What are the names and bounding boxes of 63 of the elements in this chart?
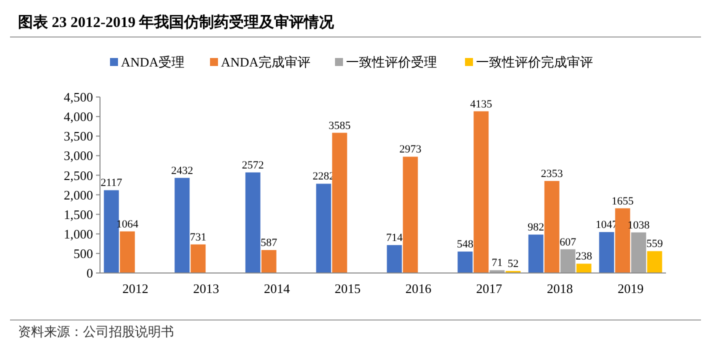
data-label: 2353 xyxy=(540,168,564,180)
y-tick-label: 500 xyxy=(74,246,93,261)
bar xyxy=(332,132,348,273)
bar xyxy=(458,252,473,273)
data-label: 238 xyxy=(576,250,593,263)
y-tick-label: 4,000 xyxy=(64,109,93,124)
data-label: 2117 xyxy=(100,177,123,190)
data-label: 4135 xyxy=(470,98,493,110)
bar xyxy=(576,264,592,273)
data-label: 607 xyxy=(560,236,577,248)
data-label: 71 xyxy=(492,257,503,270)
bar xyxy=(190,244,206,273)
bar xyxy=(402,156,418,273)
x-tick-label: 2014 xyxy=(264,281,290,296)
chart-title: 图表 23 2012-2019 年我国仿制药受理及审评情况 xyxy=(18,13,336,31)
legend-label: 一致性评价完成审评 xyxy=(476,54,593,70)
text: 资料来源：公司招股说明书 xyxy=(18,324,174,339)
bar xyxy=(316,184,332,273)
data-label: 3585 xyxy=(328,120,352,132)
bar xyxy=(261,250,276,273)
bar xyxy=(647,251,662,273)
bar xyxy=(174,178,190,273)
data-label: 2572 xyxy=(242,159,264,172)
y-tick-label: 4,500 xyxy=(64,90,93,105)
bar xyxy=(490,270,505,273)
data-label: 587 xyxy=(260,237,278,250)
data-label: 1655 xyxy=(612,195,634,208)
y-tick-label: 2,000 xyxy=(64,187,93,202)
data-label: 2973 xyxy=(399,144,422,156)
data-label: 559 xyxy=(646,238,664,250)
x-tick-label: 2016 xyxy=(405,281,432,296)
bar xyxy=(104,190,119,273)
x-tick-label: 2013 xyxy=(193,281,220,296)
data-label: 714 xyxy=(386,232,404,244)
data-label: 982 xyxy=(528,222,544,234)
x-tick-label: 2015 xyxy=(334,281,361,296)
bar xyxy=(120,231,135,273)
y-tick-label: 1,000 xyxy=(64,226,93,242)
y-tick-label: 0 xyxy=(86,266,93,281)
bar xyxy=(474,111,489,273)
bar xyxy=(544,180,560,273)
y-tick-label: 3,000 xyxy=(64,148,93,164)
bar xyxy=(631,232,646,273)
bar xyxy=(560,249,576,273)
bar xyxy=(245,172,260,273)
bar xyxy=(528,234,544,273)
x-tick-label: 2019 xyxy=(618,281,644,296)
x-tick-label: 2017 xyxy=(476,281,503,296)
x-tick-label: 2012 xyxy=(122,281,148,296)
legend-label: ANDA受理 xyxy=(121,54,185,70)
data-label: 52 xyxy=(508,258,519,270)
bar xyxy=(599,232,614,273)
data-label: 2432 xyxy=(171,164,194,177)
legend-label: 一致性评价受理 xyxy=(346,54,437,70)
y-tick-label: 1,500 xyxy=(64,206,93,222)
y-tick-label: 3,500 xyxy=(64,128,93,144)
x-tick-label: 2018 xyxy=(546,281,573,296)
bar xyxy=(615,208,630,273)
legend-label: ANDA完成审评 xyxy=(221,54,311,70)
y-tick-label: 2,500 xyxy=(64,168,93,183)
bar xyxy=(386,245,402,273)
data-label: 731 xyxy=(190,231,206,244)
data-label: 548 xyxy=(456,238,474,251)
